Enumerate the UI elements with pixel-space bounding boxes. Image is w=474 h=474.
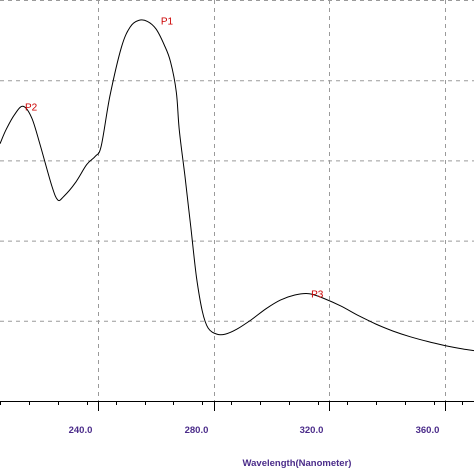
absorbance-trace xyxy=(0,19,474,352)
peak-label: P1 xyxy=(161,16,174,27)
x-tick-label: 320.0 xyxy=(300,425,324,436)
x-tick-label: 240.0 xyxy=(69,425,93,436)
peak-labels: P1 P2 P3 xyxy=(25,16,324,300)
x-axis-title: Wavelength(Nanometer) xyxy=(243,458,352,469)
horizontal-gridlines xyxy=(0,0,474,322)
x-tick-label: 280.0 xyxy=(185,425,209,436)
x-axis-ticks: 240.0 280.0 320.0 360.0 xyxy=(0,401,463,436)
peak-label: P3 xyxy=(311,290,324,301)
vertical-gridlines xyxy=(98,0,446,401)
x-tick-label: 360.0 xyxy=(416,425,440,436)
peak-label: P2 xyxy=(25,102,38,113)
